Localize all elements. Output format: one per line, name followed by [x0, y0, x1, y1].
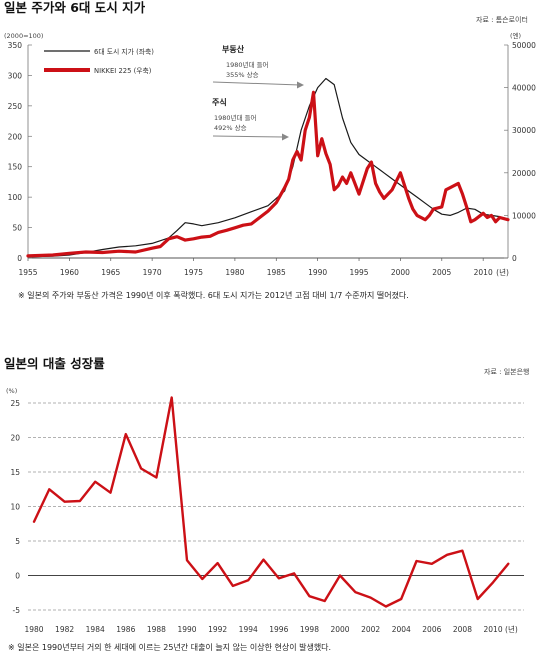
chart2-y-tick-label: -5: [13, 606, 21, 615]
chart2-x-tick-label: 1986: [116, 625, 135, 634]
chart2-x-tick-label: 2000: [330, 625, 349, 634]
chart1-right-tick-label: 50000: [512, 41, 536, 50]
chart2-x-tick-label: 1992: [208, 625, 227, 634]
chart2-x-tick-label: 1980: [24, 625, 43, 634]
chart2-y-unit: (%): [6, 387, 17, 395]
chart2-title: 일본의 대출 성장률: [4, 356, 105, 371]
chart1-left-tick-label: 50: [12, 224, 22, 233]
annotation-arrow-real-estate: [212, 81, 301, 86]
chart1-title: 일본 주가와 6대 도시 지가: [4, 0, 146, 15]
chart1-x-tick-label: 1995: [349, 268, 368, 277]
chart1-axes: [27, 44, 509, 261]
chart2-series: [32, 396, 510, 608]
chart1-right-tick-label: 40000: [512, 84, 536, 93]
chart1-x-tick-label: 2005: [432, 268, 451, 277]
chart2-x-tick-label: 2004: [392, 625, 411, 634]
chart2-gridlines: [28, 402, 524, 611]
chart1-source: 자료 : 톰슨로이터: [476, 15, 528, 24]
chart1-right-tick-label: 20000: [512, 169, 536, 178]
chart1-tick-labels: 0 50 100 150 200 250 300 350 0 10000 20000 30000 400…: [8, 41, 536, 277]
legend-label-land-price: 6대 도시 지가 (좌축): [94, 47, 154, 56]
chart2-y-tick-label: 20: [10, 434, 20, 443]
chart2-y-tick-label: 15: [10, 468, 20, 477]
chart1-x-tick-label: 2010: [474, 268, 493, 277]
annotation-line1-real-estate: 1980년대 들어: [226, 60, 269, 69]
chart1-left-tick-label: 300: [8, 71, 23, 80]
chart2-x-tick-label: 1998: [300, 625, 319, 634]
series-line-land-price: [27, 77, 501, 258]
chart2-tick-labels: -5 0 5 10 15 20 25 1980 1982 1984 1986 1988 1990 1992…: [10, 399, 517, 634]
chart2-y-tick-label: 5: [15, 537, 20, 546]
chart1-left-tick-label: 250: [8, 102, 23, 111]
chart2-y-tick-label: 0: [15, 572, 20, 581]
series-line-loan-growth: [32, 396, 510, 608]
annotation-arrow-stock: [212, 135, 285, 138]
chart1-left-tick-label: 200: [8, 132, 23, 141]
chart1-x-unit-label: (년): [496, 267, 509, 277]
chart2-x-tick-label: 2006: [422, 625, 441, 634]
annotation-arrowhead-real-estate: [297, 81, 304, 89]
annotation-head-real-estate: 부동산: [222, 44, 245, 54]
chart2-source: 자료 : 일본은행: [484, 367, 529, 376]
chart1-annotation-real-estate: 부동산 1980년대 들어 355% 상승: [212, 44, 304, 89]
chart1-right-tick-label: 30000: [512, 126, 536, 135]
chart1-footnote: ※ 일본의 주가와 부동산 가격은 1990년 이후 폭락했다. 6대 도시 지…: [18, 290, 409, 300]
chart1-annotation-stock: 주식 1980년대 들어 492% 상승: [212, 97, 289, 141]
chart1-right-unit: (엔): [510, 31, 521, 40]
annotation-line1-stock: 1980년대 들어: [214, 113, 257, 122]
chart1-x-tick-label: 2000: [391, 268, 410, 277]
chart1-x-tick-label: 1975: [184, 268, 203, 277]
chart2-x-tick-label: 2002: [361, 625, 380, 634]
chart1-x-tick-label: 1985: [267, 268, 286, 277]
chart1-right-tick-label: 10000: [512, 211, 536, 220]
chart1-x-tick-label: 1960: [60, 268, 79, 277]
chart2-x-tick-label: 1984: [86, 625, 105, 634]
annotation-line2-stock: 492% 상승: [214, 123, 247, 132]
chart2-x-tick-label: 2010: [484, 625, 503, 634]
chart2-y-tick-label: 25: [10, 399, 20, 408]
chart2-x-tick-label: 1994: [239, 625, 258, 634]
chart1-x-tick-label: 1965: [101, 268, 120, 277]
chart1-legend: 6대 도시 지가 (좌축) NIKKEI 225 (우축): [44, 47, 154, 75]
annotation-arrowhead-stock: [282, 133, 289, 141]
chart1-right-tick-label: 0: [512, 254, 517, 263]
chart2-footnote: ※ 일본은 1990년부터 거의 한 세대에 이르는 25년간 대출이 늘지 않…: [8, 642, 331, 652]
legend-label-nikkei: NIKKEI 225 (우축): [94, 66, 152, 75]
series-line-nikkei: [26, 90, 510, 258]
chart1-left-tick-label: 0: [17, 254, 22, 263]
chart1-left-tick-label: 350: [8, 41, 23, 50]
annotation-line2-real-estate: 355% 상승: [226, 70, 259, 79]
chart1-x-tick-label: 1955: [18, 268, 37, 277]
annotation-head-stock: 주식: [212, 97, 227, 107]
chart2-x-tick-label: 1988: [147, 625, 166, 634]
chart1-series: [26, 77, 510, 258]
chart2-x-tick-label: 2008: [453, 625, 472, 634]
chart1-left-unit: (2000=100): [4, 32, 43, 40]
chart2-x-tick-label: 1982: [55, 625, 74, 634]
chart1-left-tick-label: 150: [8, 163, 23, 172]
chart1-left-tick-label: 100: [8, 193, 23, 202]
chart2-y-tick-label: 10: [10, 503, 20, 512]
chart1-x-tick-label: 1990: [308, 268, 327, 277]
chart1-x-tick-label: 1970: [143, 268, 162, 277]
chart2-x-tick-label: 1990: [177, 625, 196, 634]
chart1-x-tick-label: 1980: [225, 268, 244, 277]
chart2-x-unit-label: (년): [505, 624, 518, 634]
chart2-x-tick-label: 1996: [269, 625, 288, 634]
